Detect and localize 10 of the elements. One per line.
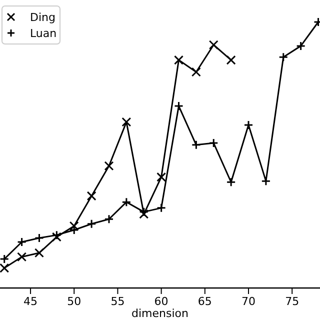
x-tick-label: 70 bbox=[242, 294, 256, 308]
x-tick-label: 60 bbox=[154, 294, 168, 308]
x-tick-label: 50 bbox=[67, 294, 82, 308]
x-tick-label: 55 bbox=[110, 294, 125, 308]
legend-label: Ding bbox=[30, 11, 56, 24]
x-axis-title: dimension bbox=[132, 307, 189, 320]
x-tick-label: 45 bbox=[24, 294, 38, 308]
x-tick-label: 75 bbox=[285, 294, 300, 308]
legend-label: Luan bbox=[30, 27, 57, 40]
x-tick-label: 65 bbox=[198, 294, 212, 308]
